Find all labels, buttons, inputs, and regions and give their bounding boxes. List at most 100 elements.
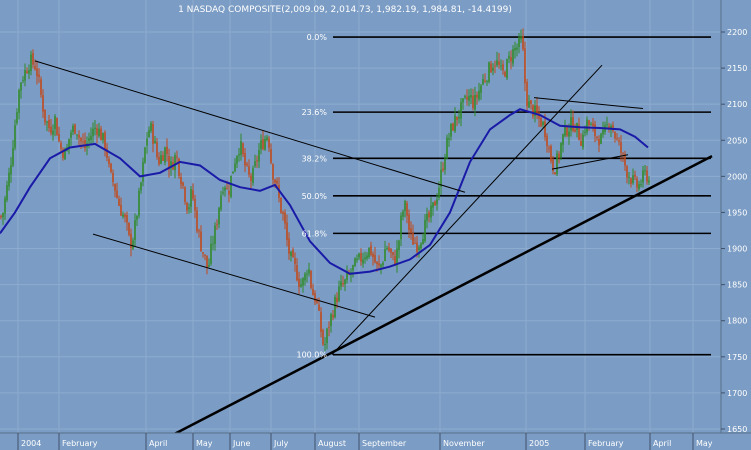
price-bar-body <box>442 168 444 171</box>
price-bar-body <box>334 296 336 318</box>
price-bar-body <box>42 95 44 112</box>
fib-level-label: 23.6% <box>302 108 328 117</box>
price-bar-body <box>96 128 98 135</box>
price-bar-body <box>564 124 566 136</box>
price-bar-body <box>186 202 188 211</box>
price-bar-body <box>258 150 260 162</box>
price-bar-body <box>504 72 506 77</box>
price-bar-body <box>320 312 322 332</box>
price-bar-body <box>570 117 572 131</box>
price-bar-body <box>310 270 312 288</box>
price-bar-body <box>592 123 594 126</box>
price-bar-body <box>60 143 62 149</box>
price-bar-body <box>140 182 142 191</box>
y-tick-label: 1700 <box>727 389 747 398</box>
price-bar-body <box>610 126 612 130</box>
price-bar-body <box>644 170 646 172</box>
price-bar-body <box>242 143 244 155</box>
price-bar-body <box>510 57 512 62</box>
price-bar-body <box>600 133 602 144</box>
price-bar-body <box>116 190 118 198</box>
x-tick-label: July <box>273 439 289 448</box>
y-tick-label: 2000 <box>727 172 747 181</box>
price-bar-body <box>458 116 460 119</box>
price-bar-body <box>552 159 554 172</box>
price-bar-body <box>312 288 314 296</box>
price-bar-body <box>52 130 54 135</box>
price-bar-body <box>194 198 196 211</box>
price-bar-body <box>126 214 128 223</box>
price-bar-body <box>40 79 42 95</box>
x-tick-label: 2004 <box>21 439 41 448</box>
price-bar-body <box>480 85 482 93</box>
price-bar-body <box>28 70 30 74</box>
x-tick-label: August <box>318 439 346 448</box>
price-bar-body <box>170 161 172 168</box>
price-bar-body <box>396 248 398 266</box>
price-bar-body <box>626 166 628 178</box>
price-bar-body <box>262 139 264 150</box>
price-bar-body <box>436 199 438 205</box>
price-bar-body <box>376 261 378 265</box>
price-bar-body <box>238 154 240 156</box>
price-bar-body <box>318 304 320 311</box>
trendline <box>551 154 629 170</box>
price-bar-body <box>608 126 610 129</box>
price-bar-body <box>154 140 156 144</box>
y-tick-label: 1950 <box>727 208 747 217</box>
y-axis: 2200 2150 2100 2050 2000 1950 1900 1850 1800 1750… <box>721 28 747 434</box>
price-bar-body <box>298 278 300 288</box>
price-bar-body <box>360 252 362 262</box>
price-bar-body <box>632 175 634 184</box>
price-bar-body <box>152 123 154 144</box>
price-bar-body <box>580 141 582 146</box>
y-tick-label: 1750 <box>727 353 747 362</box>
price-bar-body <box>202 252 204 254</box>
price-bar-body <box>594 123 596 137</box>
price-bar-body <box>546 135 548 147</box>
price-bar-body <box>474 94 476 110</box>
chart-title: 1 NASDAQ COMPOSITE(2,009.09, 2,014.73, 1… <box>178 5 512 15</box>
price-bar-body <box>412 233 414 245</box>
price-bar-body <box>542 121 544 125</box>
price-bar-body <box>450 123 452 137</box>
price-bar-body <box>314 293 316 302</box>
price-bar-body <box>422 239 424 245</box>
price-bar-body <box>92 128 94 137</box>
price-bar-body <box>82 141 84 143</box>
price-bar-body <box>200 231 202 252</box>
price-bar-body <box>102 132 104 141</box>
price-bar-body <box>228 190 230 195</box>
price-bar-body <box>112 172 114 183</box>
x-tick-label: February <box>62 439 98 448</box>
price-bar-body <box>522 36 524 49</box>
price-bar-body <box>490 63 492 73</box>
price-bar-body <box>284 212 286 224</box>
price-bar-body <box>628 176 630 178</box>
price-bar-body <box>78 134 80 138</box>
price-bar-body <box>380 264 382 267</box>
price-bar-body <box>226 188 228 190</box>
price-bar-body <box>230 175 232 197</box>
price-bar-body <box>432 202 434 208</box>
price-bar-body <box>72 125 74 133</box>
price-bar-body <box>464 95 466 98</box>
price-bar-body <box>198 230 200 232</box>
price-bar-body <box>132 240 134 249</box>
price-bar-body <box>34 65 36 70</box>
price-bar-body <box>128 222 130 235</box>
price-bar-body <box>462 98 464 103</box>
price-bar-body <box>640 184 642 186</box>
price-bar-body <box>48 119 50 128</box>
y-tick-label: 2050 <box>727 136 747 145</box>
price-bar-body <box>236 155 238 164</box>
price-bar-body <box>120 204 122 216</box>
price-bar-body <box>524 48 526 84</box>
price-bar-body <box>306 273 308 275</box>
price-bar-body <box>270 149 272 163</box>
price-bar-body <box>74 124 76 134</box>
price-bar-body <box>218 207 220 225</box>
moving-average <box>0 108 649 275</box>
price-bar-body <box>214 225 216 244</box>
price-bar-body <box>188 207 190 210</box>
